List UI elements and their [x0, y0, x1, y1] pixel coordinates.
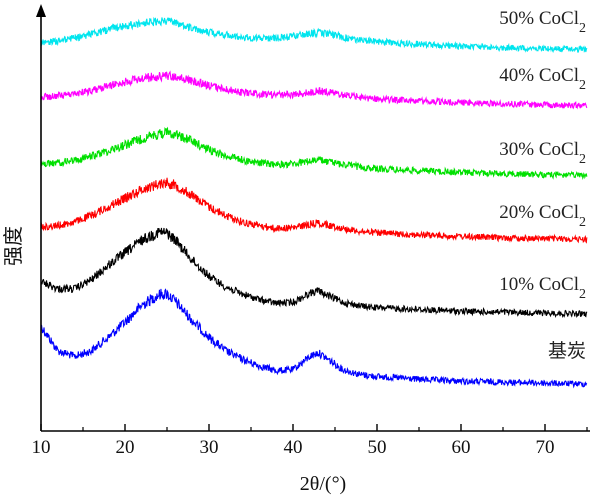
series-label-1: 10% CoCl2	[499, 274, 586, 302]
x-tick-label-30: 30	[200, 437, 219, 458]
x-tick-label-40: 40	[284, 437, 303, 458]
x-tick-label-10: 10	[32, 437, 51, 458]
series-layer	[40, 16, 588, 389]
labels-layer: 基炭 10% CoCl2 20% CoCl2 30% CoCl2 40% CoCl2 50…	[499, 8, 586, 362]
series-line-0	[40, 288, 588, 389]
ticks-layer: 10 20 30 40 50 60 70	[32, 424, 588, 458]
series-line-4	[40, 70, 588, 110]
series-label-2: 20% CoCl2	[499, 202, 586, 230]
series-line-3	[40, 126, 588, 180]
x-tick-label-20: 20	[116, 437, 135, 458]
x-tick-label-60: 60	[452, 437, 471, 458]
x-axis-title: 2θ/(°)	[300, 473, 346, 495]
axes-layer	[36, 4, 590, 432]
x-tick-label-50: 50	[368, 437, 387, 458]
series-label-0: 基炭	[548, 340, 586, 362]
series-line-1	[40, 227, 588, 319]
series-line-2	[40, 177, 588, 244]
series-line-5	[40, 16, 588, 54]
series-label-4: 40% CoCl2	[499, 65, 586, 93]
y-axis-arrow-icon	[36, 4, 46, 17]
series-label-5: 50% CoCl2	[499, 8, 586, 36]
series-label-3: 30% CoCl2	[499, 139, 586, 167]
x-tick-label-70: 70	[536, 437, 555, 458]
y-axis-title: 强度	[2, 226, 25, 266]
